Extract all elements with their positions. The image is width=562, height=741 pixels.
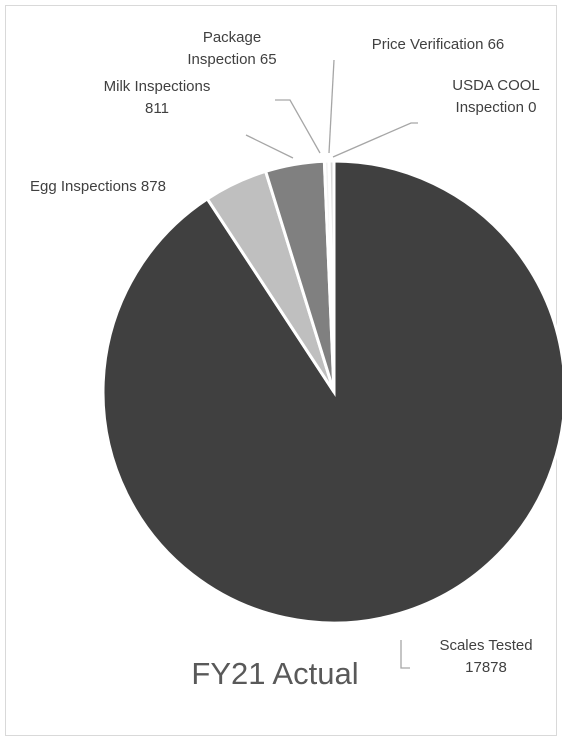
leader-line-package-inspection bbox=[275, 99, 321, 154]
data-label-package-inspection: Package Inspection 65 bbox=[187, 29, 276, 68]
chart-title: FY21 Actual bbox=[191, 656, 358, 691]
leader-line-usda-cool-inspection bbox=[332, 122, 418, 158]
slice-price-verification bbox=[327, 159, 336, 393]
data-label-egg-inspections: Egg Inspections 878 bbox=[30, 178, 166, 195]
pie-slices bbox=[101, 159, 562, 625]
leader-lines bbox=[245, 59, 418, 669]
data-label-price-verification: Price Verification 66 bbox=[372, 36, 505, 53]
data-labels: Scales Tested 17878 Egg Inspections 878 Mil… bbox=[30, 29, 540, 676]
leader-line-milk-inspections bbox=[245, 134, 294, 159]
data-label-usda-cool-inspection: USDA COOL Inspection 0 bbox=[452, 77, 540, 116]
data-label-milk-inspections: Milk Inspections 811 bbox=[104, 78, 211, 117]
leader-line-price-verification bbox=[328, 59, 335, 154]
data-label-scales-tested: Scales Tested 17878 bbox=[439, 637, 532, 676]
leader-line-scales-tested bbox=[400, 640, 410, 669]
